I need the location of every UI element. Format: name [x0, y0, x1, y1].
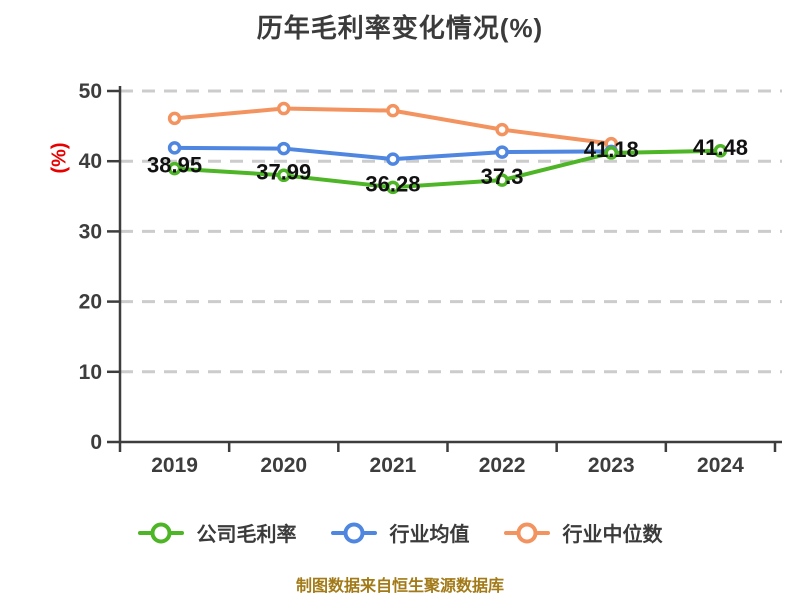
data-point-company-margin	[167, 161, 182, 176]
legend-marker-industry-median	[503, 522, 550, 543]
data-source-note: 制图数据来自恒生聚源数据库	[295, 578, 504, 595]
x-tick-label: 2019	[151, 454, 198, 477]
data-point-industry-mean	[167, 141, 182, 155]
legend-marker-company-margin	[137, 522, 184, 543]
legend-label-industry-median: 行业中位数	[562, 524, 663, 546]
data-point-industry-median	[495, 122, 509, 137]
data-point-industry-median	[277, 101, 291, 116]
data-point-company-margin	[713, 144, 728, 158]
data-label-company-margin: 41.18	[584, 137, 639, 162]
legend-marker-circle-industry-mean	[343, 522, 364, 543]
data-point-company-margin	[495, 173, 509, 187]
y-tick-label: 0	[90, 431, 102, 454]
x-tick-label: 2021	[370, 454, 417, 477]
data-point-company-margin	[386, 180, 400, 195]
legend-marker-industry-mean	[330, 522, 377, 543]
data-label-company-margin: 37.3	[481, 164, 524, 189]
data-label-company-margin: 38.95	[147, 153, 202, 178]
data-label-company-margin: 36.28	[365, 171, 420, 196]
chart-title: 历年毛利率变化情况(%)	[256, 13, 544, 43]
y-tick-label: 20	[79, 291, 102, 314]
data-label-company-margin: 41.48	[693, 135, 748, 160]
y-tick-label: 50	[79, 80, 102, 103]
series-line-company-margin	[174, 148, 721, 190]
data-label-company-margin: 37.99	[256, 159, 311, 184]
chart-legend: 公司毛利率 行业均值 行业中位数	[0, 518, 800, 547]
y-tick-label: 10	[79, 361, 102, 384]
legend-label-company-margin: 公司毛利率	[196, 524, 297, 546]
x-tick-label: 2022	[479, 454, 526, 477]
y-tick-label: 30	[79, 220, 102, 243]
data-point-company-margin	[277, 168, 291, 183]
data-point-industry-mean	[495, 145, 509, 159]
legend-item-company-margin: 公司毛利率	[137, 518, 297, 547]
y-tick-label: 40	[79, 150, 102, 173]
data-point-industry-median	[386, 103, 400, 118]
x-tick-label: 2020	[260, 454, 307, 477]
data-point-industry-median	[167, 111, 182, 126]
data-point-industry-mean	[386, 152, 400, 166]
legend-marker-circle-industry-median	[516, 522, 537, 543]
x-tick-label: 2023	[588, 454, 635, 477]
legend-item-industry-mean: 行业均值	[330, 518, 470, 547]
legend-marker-circle-company-margin	[150, 522, 171, 543]
x-tick-label: 2024	[697, 454, 744, 477]
data-point-company-margin	[604, 146, 618, 160]
legend-item-industry-median: 行业中位数	[503, 518, 663, 547]
legend-label-industry-mean: 行业均值	[389, 524, 470, 546]
data-point-industry-mean	[277, 141, 291, 156]
